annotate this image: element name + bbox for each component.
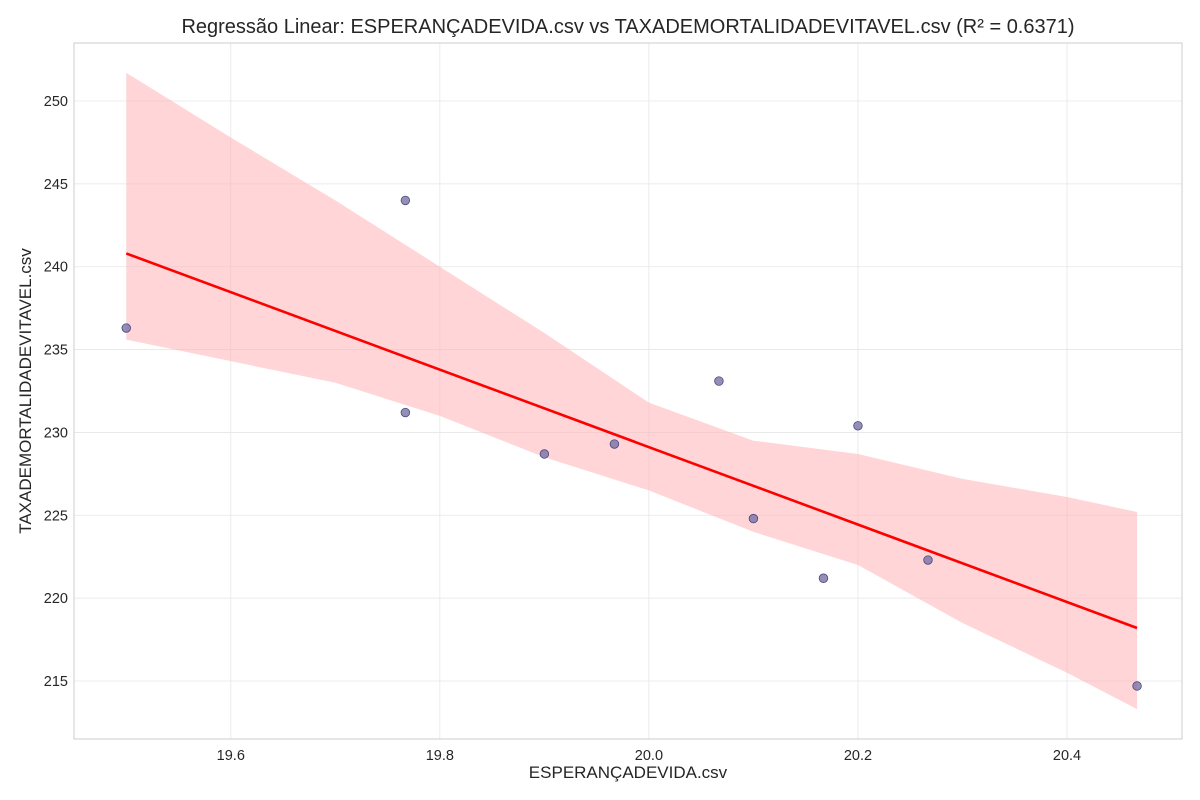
x-tick-label: 20.2 [844, 748, 872, 764]
data-point [714, 376, 724, 386]
data-point [121, 323, 131, 333]
regression-line [125, 252, 1138, 630]
y-tick-label: 225 [44, 508, 68, 524]
confidence-band [126, 72, 1138, 710]
data-point [748, 513, 759, 524]
data-point [1132, 681, 1142, 691]
data-point [400, 195, 411, 206]
data-point [539, 449, 550, 459]
data-point [609, 439, 620, 449]
y-tick-label: 250 [44, 94, 68, 110]
data-point [853, 421, 863, 431]
y-tick-labels: 215 220 225 230 235 240 245 250 [44, 94, 68, 690]
data-point [818, 573, 829, 583]
regression-line-layer [125, 252, 1138, 630]
y-tick-label: 240 [44, 260, 68, 276]
chart-title: Regressão Linear: ESPERANÇADEVIDA.csv vs… [181, 16, 1074, 38]
scatter-points [121, 195, 1142, 691]
x-tick-label: 20.4 [1053, 748, 1081, 764]
y-tick-label: 220 [44, 591, 68, 607]
plot-frame [73, 42, 1183, 740]
y-tick-label: 235 [44, 343, 68, 359]
x-tick-label: 19.6 [217, 748, 245, 764]
y-axis-label: TAXADEMORTALIDADEVITAVEL.csv [16, 248, 35, 534]
x-tick-label: 20.0 [635, 748, 663, 764]
y-tick-label: 245 [44, 177, 68, 193]
confidence-band-layer [126, 72, 1138, 710]
x-axis-label: ESPERANÇADEVIDA.csv [529, 763, 728, 782]
y-tick-label: 230 [44, 425, 68, 441]
y-tick-label: 215 [44, 674, 68, 690]
x-tick-labels: 19.6 19.8 20.0 20.2 20.4 [217, 748, 1081, 764]
x-tick-label: 19.8 [426, 748, 454, 764]
data-point [400, 407, 411, 418]
data-point [923, 555, 933, 565]
